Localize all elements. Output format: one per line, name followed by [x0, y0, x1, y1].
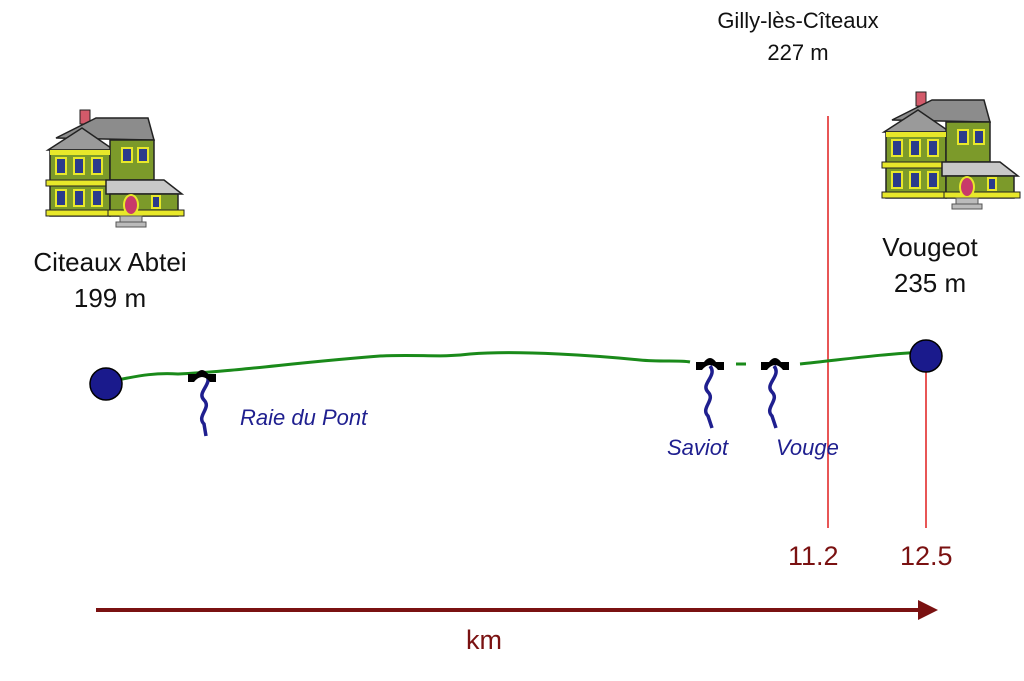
end-elevation: 235 m — [893, 268, 967, 298]
river-label-saviot: Saviot — [667, 435, 729, 460]
km-axis-arrowhead — [918, 600, 938, 620]
river-saviot — [704, 364, 714, 429]
river-raie-du-pont — [200, 372, 210, 437]
route-line — [105, 350, 927, 384]
distance-marker-11-2: 11.2 — [788, 541, 839, 571]
end-point — [909, 339, 943, 373]
start-house-icon — [45, 109, 185, 228]
start-name: Citeaux Abtei — [33, 247, 187, 277]
end-house-icon — [881, 91, 1021, 210]
river-label-vouge: Vouge — [776, 435, 839, 460]
end-name: Vougeot — [882, 232, 978, 262]
waypoint-name: Gilly-lès-Cîteaux — [717, 8, 879, 33]
axis-label: km — [466, 625, 502, 655]
river-vouge — [768, 364, 778, 429]
waypoint-elevation: 227 m — [767, 40, 829, 65]
river-label-raie-du-pont: Raie du Pont — [240, 405, 368, 430]
start-elevation: 199 m — [73, 283, 147, 313]
start-point — [89, 367, 123, 401]
distance-marker-12-5: 12.5 — [900, 541, 953, 571]
